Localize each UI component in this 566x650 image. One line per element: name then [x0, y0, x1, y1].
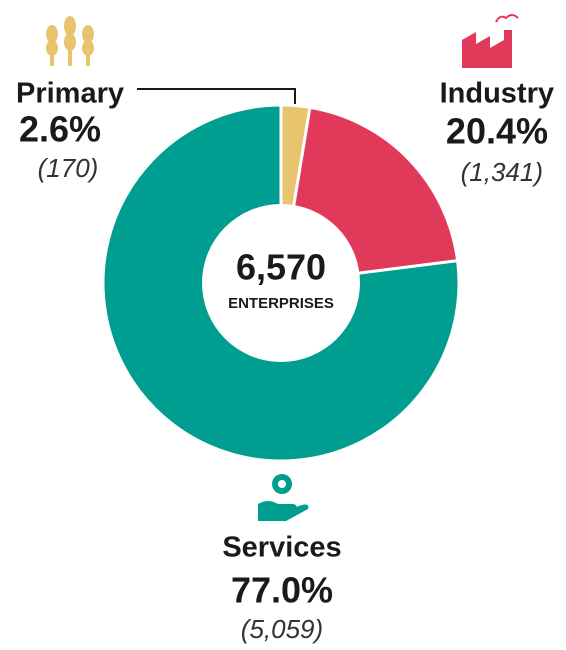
industry-icon	[462, 14, 519, 68]
category-label: Services	[222, 532, 341, 564]
count-label: (170)	[38, 153, 99, 183]
center-label: 6,570	[236, 247, 326, 288]
donut-slice	[101, 103, 461, 463]
count-label: (1,341)	[461, 157, 543, 187]
count-label: (5,059)	[241, 614, 323, 644]
value-label: 20.4%	[446, 111, 548, 152]
donut-hole	[202, 204, 360, 362]
primary-icon	[46, 16, 94, 66]
value-label: 2.6%	[19, 109, 101, 150]
category-label: Industry	[440, 78, 554, 110]
leader-line	[137, 88, 296, 104]
value-label: 77.0%	[231, 570, 333, 611]
services-icon	[258, 474, 309, 521]
center-sublabel: ENTERPRISES	[228, 295, 334, 312]
category-label: Primary	[16, 78, 124, 110]
